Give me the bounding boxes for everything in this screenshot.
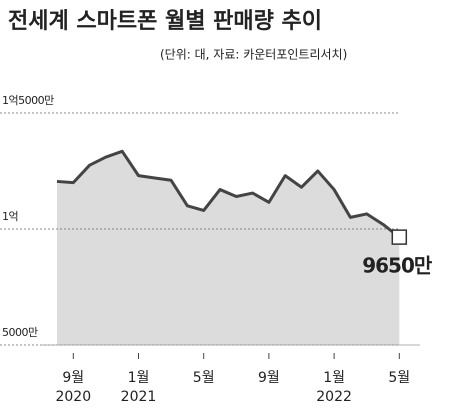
x-year-label: 2021 xyxy=(121,389,157,405)
x-year-label: 2020 xyxy=(55,389,91,405)
y-tick-label: 5000만 xyxy=(2,326,38,339)
x-tick-label: 1월 xyxy=(128,370,150,386)
x-tick-label: 5월 xyxy=(388,370,410,386)
x-tick-label: 1월 xyxy=(323,370,345,386)
x-year-label: 2022 xyxy=(316,389,352,405)
x-tick-label: 9월 xyxy=(62,370,84,386)
end-marker xyxy=(391,229,408,245)
x-tick-label: 5월 xyxy=(193,370,215,386)
x-tick-label: 9월 xyxy=(258,370,280,386)
y-tick-label: 1억5000만 xyxy=(2,94,54,107)
y-tick-label: 1억 xyxy=(2,210,18,223)
area xyxy=(57,151,400,345)
value-label: 9650만 xyxy=(362,254,433,278)
chart-subtitle: (단위: 대, 자료: 카운터포인트리서치) xyxy=(160,48,347,62)
chart-title: 전세계 스마트폰 월별 판매량 추이 xyxy=(8,9,322,34)
line xyxy=(56,149,401,239)
